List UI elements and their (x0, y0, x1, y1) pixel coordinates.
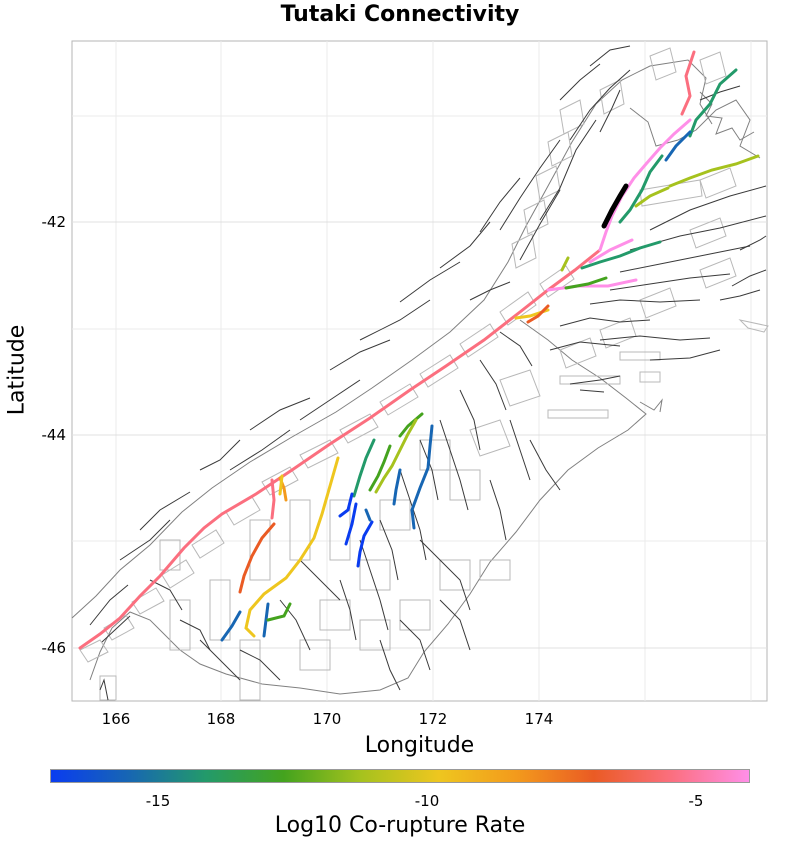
ostler-rupture (244, 456, 340, 638)
y-tick-label: -44 (41, 426, 67, 444)
dunstan-rupture-red (238, 522, 276, 594)
waitaki-rupture-6 (392, 468, 402, 506)
background-faults (89, 45, 767, 701)
alpine-fault-rupture (78, 248, 602, 650)
porters-pass-rupture (564, 276, 608, 290)
colorbar-tick-label: -5 (688, 792, 704, 810)
x-tick-label: 172 (418, 710, 448, 728)
source-rupture (601, 183, 629, 229)
kekerengu-rupture (668, 154, 760, 188)
nevis-rupture (220, 610, 242, 642)
clyde-rupture (278, 474, 284, 496)
nevis-rupture-south (262, 602, 270, 638)
waitaki-rupture-1 (410, 424, 434, 530)
waitaki-rupture-3 (374, 418, 418, 494)
plot-area (71, 40, 768, 702)
ashley-rupture-orange (526, 304, 550, 324)
x-tick-label: 174 (524, 710, 554, 728)
kekerengu-rupture-west (634, 186, 670, 208)
y-tick-label: -46 (41, 639, 67, 657)
awatere-rupture (688, 68, 738, 138)
hope-fault-rupture (588, 238, 634, 264)
colorbar-title: Log10 Co-rupture Rate (274, 813, 526, 838)
chart-title: Tutaki Connectivity (280, 2, 520, 27)
waitaki-rupture-7 (338, 492, 354, 518)
alpine-fault-rupture-north (598, 118, 692, 252)
akatore-rupture (266, 602, 292, 622)
waitaki-rupture-2 (398, 412, 424, 438)
x-axis-label: Longitude (364, 733, 475, 758)
clarence-north-rupture (618, 154, 664, 224)
dunstan-rupture (270, 478, 276, 520)
waitaki-rupture-8 (344, 502, 358, 546)
y-axis-label: Latitude (4, 324, 30, 416)
awatere-rupture-south (664, 130, 692, 162)
waitaki-rupture-4 (368, 444, 392, 492)
colorbar (50, 769, 750, 783)
hope-east-rupture (580, 240, 662, 270)
waitaki-rupture-9 (356, 520, 374, 568)
waitaki-rupture-10 (364, 508, 372, 522)
colorbar-tick-label: -15 (145, 792, 171, 810)
gridlines (72, 41, 767, 701)
x-tick-label: 168 (206, 710, 236, 728)
lyell-rupture (560, 256, 570, 272)
wairau-rupture (680, 50, 696, 116)
clarence-fault-rupture (546, 278, 638, 292)
x-tick-label: 166 (101, 710, 131, 728)
fault-section-boxes (79, 47, 769, 701)
rupture-sections (78, 50, 760, 650)
waitaki-rupture-5 (352, 438, 376, 498)
colorbar-tick-label: -10 (414, 792, 440, 810)
x-tick-label: 170 (312, 710, 342, 728)
y-tick-label: -42 (41, 213, 67, 231)
